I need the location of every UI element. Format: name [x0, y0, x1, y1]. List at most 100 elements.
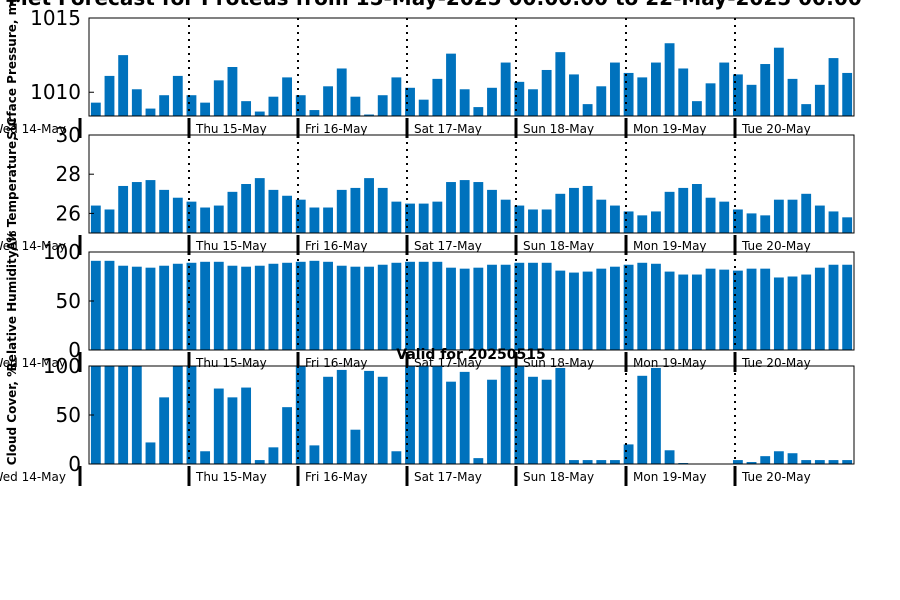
y-tick-label: 50: [56, 289, 81, 313]
bar: [651, 211, 661, 233]
bar: [200, 102, 211, 116]
bar: [104, 209, 115, 233]
bar: [118, 366, 129, 464]
y-tick-label: 100: [43, 354, 81, 378]
bar: [227, 265, 238, 350]
bar: [364, 178, 374, 233]
bar: [241, 266, 252, 350]
bar: [159, 189, 170, 233]
bar: [118, 55, 129, 116]
bar: [309, 260, 320, 350]
bar: [732, 209, 743, 233]
bar: [186, 366, 197, 464]
day-label: Fri 16-May: [305, 470, 368, 484]
bar: [773, 277, 784, 350]
bar: [336, 68, 347, 116]
bar: [787, 453, 798, 464]
y-tick-label: 0: [68, 338, 81, 362]
day-label: Wed 14-May: [0, 470, 66, 484]
bar: [459, 89, 470, 116]
bar: [637, 375, 648, 464]
bar: [418, 366, 429, 464]
bar: [746, 213, 757, 233]
bar: [90, 205, 101, 233]
y-axis-label: Relative Humidity, %: [5, 231, 19, 372]
bar: [159, 95, 170, 116]
bar: [555, 193, 566, 233]
bar: [555, 270, 566, 350]
bar: [582, 271, 593, 350]
axes-frame: [88, 17, 855, 117]
bar: [254, 460, 265, 464]
bar: [377, 376, 388, 464]
bar: [118, 185, 129, 233]
day-label: Sun 18-May: [523, 122, 594, 136]
y-axis-label: Air Temperature, °C: [5, 117, 19, 251]
bar: [104, 366, 115, 464]
bar: [391, 262, 402, 350]
bar: [705, 197, 716, 233]
day-label: Mon 19-May: [633, 122, 707, 136]
day-label: Mon 19-May: [633, 470, 707, 484]
bar: [746, 462, 757, 464]
bar: [377, 95, 388, 116]
bar: [254, 178, 265, 233]
bar: [678, 68, 689, 116]
axes-frame: [88, 365, 855, 465]
bar: [814, 205, 825, 233]
bar: [637, 215, 648, 233]
bar: [610, 460, 620, 464]
day-label: Sat 17-May: [414, 470, 482, 484]
bar: [254, 265, 265, 350]
bar: [842, 72, 853, 116]
bar: [814, 84, 825, 116]
bar: [131, 366, 142, 464]
bar: [309, 207, 320, 233]
bar: [309, 110, 320, 116]
bar: [582, 185, 593, 233]
bar: [596, 199, 607, 233]
day-label: Mon 19-May: [633, 239, 707, 253]
y-tick-label: 50: [56, 403, 81, 427]
bar: [651, 367, 661, 464]
bar: [473, 267, 484, 350]
bar: [104, 260, 115, 350]
bar: [528, 209, 538, 233]
bar: [623, 444, 634, 464]
bar: [309, 445, 320, 464]
bar: [528, 262, 538, 350]
bar: [582, 104, 593, 116]
day-label: Thu 15-May: [195, 356, 267, 370]
bar: [213, 205, 224, 233]
bar: [186, 95, 197, 116]
bar: [336, 189, 347, 233]
figure-title: Met Forecast for Proteus from 15-May-202…: [8, 0, 862, 10]
day-label: Thu 15-May: [195, 239, 267, 253]
bar: [623, 72, 634, 116]
bar: [268, 263, 279, 350]
bar: [336, 369, 347, 464]
bar: [227, 397, 238, 464]
bar: [145, 180, 156, 233]
day-label: Sat 17-May: [414, 239, 482, 253]
bar: [254, 111, 265, 116]
y-tick-label: 0: [68, 452, 81, 476]
bar: [432, 78, 443, 116]
bar: [500, 264, 511, 350]
day-label: Sun 18-May: [523, 239, 594, 253]
bar: [391, 451, 402, 464]
bar: [569, 460, 579, 464]
bar: [637, 77, 648, 116]
bar: [446, 267, 456, 350]
bar: [432, 201, 443, 233]
bar: [432, 366, 443, 464]
bar: [227, 67, 238, 116]
bar: [787, 199, 798, 233]
bar: [801, 193, 812, 233]
day-label: Tue 20-May: [741, 239, 811, 253]
bar: [773, 199, 784, 233]
bar: [295, 366, 306, 464]
bar: [487, 264, 497, 350]
y-tick-label: 28: [56, 162, 81, 186]
